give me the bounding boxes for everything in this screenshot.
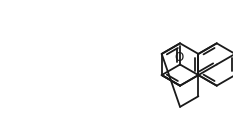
- Text: O: O: [174, 51, 184, 64]
